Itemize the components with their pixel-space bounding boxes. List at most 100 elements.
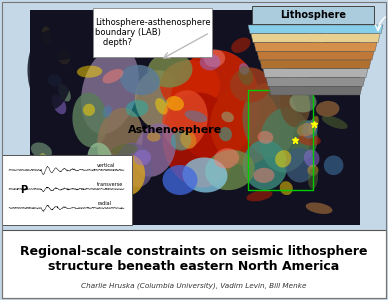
Ellipse shape	[111, 144, 138, 155]
Ellipse shape	[205, 150, 255, 190]
Ellipse shape	[307, 165, 319, 176]
Ellipse shape	[253, 168, 275, 183]
Ellipse shape	[155, 98, 168, 115]
Ellipse shape	[182, 158, 227, 193]
Ellipse shape	[279, 76, 298, 85]
Ellipse shape	[180, 131, 196, 149]
Ellipse shape	[302, 120, 318, 139]
Ellipse shape	[200, 54, 220, 70]
Ellipse shape	[133, 16, 156, 37]
FancyBboxPatch shape	[252, 6, 374, 24]
Ellipse shape	[308, 116, 319, 135]
Ellipse shape	[102, 69, 123, 83]
Ellipse shape	[147, 52, 192, 88]
Ellipse shape	[134, 123, 176, 177]
Ellipse shape	[239, 63, 249, 75]
Ellipse shape	[210, 85, 280, 165]
Ellipse shape	[48, 74, 62, 87]
Ellipse shape	[214, 148, 239, 168]
Text: Charlie Hruska (Columbia University), Vadim Levin, Bill Menke: Charlie Hruska (Columbia University), Va…	[81, 283, 307, 289]
Ellipse shape	[73, 93, 107, 147]
Ellipse shape	[259, 51, 271, 66]
Ellipse shape	[147, 132, 161, 142]
Text: P: P	[20, 185, 27, 195]
Ellipse shape	[306, 202, 333, 214]
Ellipse shape	[185, 110, 207, 122]
Ellipse shape	[163, 93, 237, 188]
Ellipse shape	[42, 27, 52, 46]
Ellipse shape	[115, 155, 145, 195]
Ellipse shape	[260, 108, 310, 172]
Ellipse shape	[31, 142, 52, 159]
Text: Lithosphere-asthenosphere
boundary (LAB)
   depth?: Lithosphere-asthenosphere boundary (LAB)…	[95, 18, 210, 47]
Ellipse shape	[117, 143, 153, 187]
Text: Lithosphere: Lithosphere	[280, 10, 346, 20]
Ellipse shape	[316, 101, 340, 117]
Text: vertical: vertical	[97, 163, 115, 168]
Ellipse shape	[171, 130, 191, 151]
Ellipse shape	[170, 50, 260, 160]
Ellipse shape	[103, 105, 112, 118]
Ellipse shape	[219, 127, 232, 141]
Ellipse shape	[289, 92, 317, 112]
Ellipse shape	[57, 49, 70, 64]
Text: Asthenosphere: Asthenosphere	[128, 125, 222, 135]
FancyBboxPatch shape	[93, 8, 212, 57]
Ellipse shape	[65, 198, 80, 219]
Ellipse shape	[258, 131, 273, 144]
Polygon shape	[257, 51, 374, 60]
Ellipse shape	[94, 31, 111, 46]
Ellipse shape	[163, 165, 197, 195]
Ellipse shape	[324, 155, 343, 175]
Ellipse shape	[321, 15, 332, 35]
Ellipse shape	[58, 84, 71, 101]
Ellipse shape	[298, 134, 321, 146]
Ellipse shape	[77, 66, 102, 78]
Ellipse shape	[52, 94, 66, 114]
Text: transverse: transverse	[97, 182, 123, 187]
Bar	[2, 155, 132, 225]
Ellipse shape	[285, 148, 315, 182]
Ellipse shape	[28, 30, 73, 110]
Ellipse shape	[261, 63, 286, 75]
Ellipse shape	[126, 100, 148, 117]
Ellipse shape	[293, 120, 317, 160]
Ellipse shape	[134, 150, 151, 166]
Ellipse shape	[297, 123, 316, 136]
Ellipse shape	[97, 108, 143, 172]
Ellipse shape	[222, 112, 234, 122]
Ellipse shape	[102, 178, 114, 195]
Bar	[2, 230, 386, 298]
Polygon shape	[260, 60, 371, 69]
Polygon shape	[248, 25, 383, 34]
Ellipse shape	[321, 22, 333, 34]
Bar	[248, 90, 313, 190]
Ellipse shape	[162, 90, 208, 150]
Text: radial: radial	[97, 201, 111, 206]
Ellipse shape	[307, 32, 324, 45]
Ellipse shape	[38, 153, 49, 174]
Polygon shape	[266, 77, 365, 86]
Text: Regional-scale constraints on seismic lithosphere
structure beneath eastern Nort: Regional-scale constraints on seismic li…	[20, 244, 368, 273]
Ellipse shape	[166, 96, 184, 111]
Polygon shape	[263, 69, 368, 77]
Ellipse shape	[322, 116, 348, 129]
Ellipse shape	[78, 202, 89, 212]
Ellipse shape	[57, 179, 78, 193]
Ellipse shape	[280, 181, 293, 195]
Ellipse shape	[230, 68, 270, 103]
Ellipse shape	[246, 190, 272, 201]
Ellipse shape	[284, 74, 310, 85]
Ellipse shape	[242, 140, 288, 190]
Ellipse shape	[308, 168, 318, 189]
Ellipse shape	[83, 104, 95, 116]
Polygon shape	[251, 34, 380, 43]
Polygon shape	[269, 86, 362, 95]
Ellipse shape	[160, 60, 220, 110]
Polygon shape	[254, 43, 377, 51]
Ellipse shape	[105, 191, 121, 202]
Ellipse shape	[242, 82, 298, 158]
Ellipse shape	[275, 150, 291, 167]
Ellipse shape	[280, 82, 310, 128]
Bar	[30, 10, 360, 225]
